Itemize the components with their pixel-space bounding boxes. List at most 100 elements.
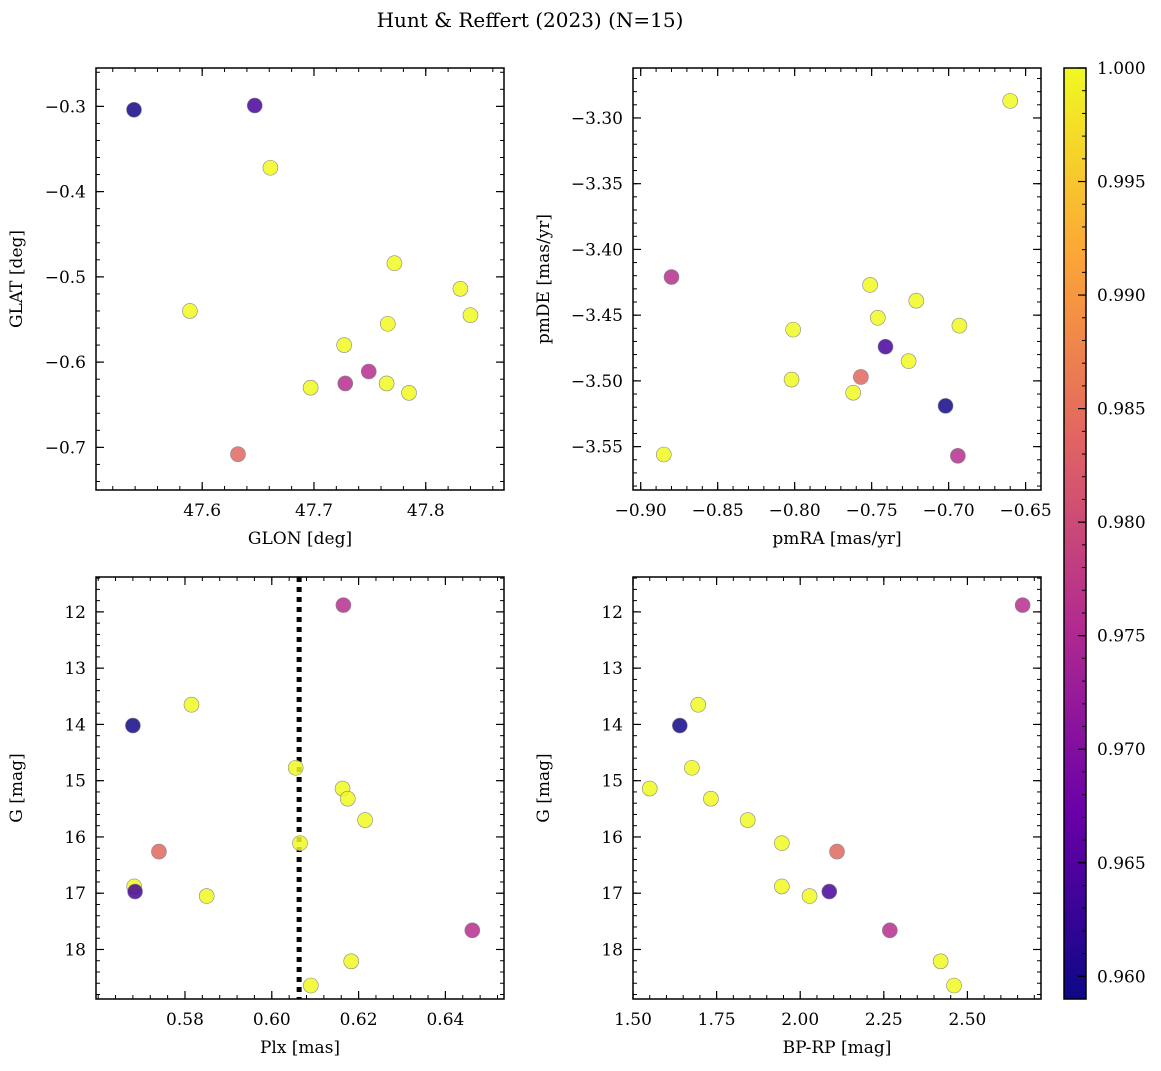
y-tick-label: 15 xyxy=(601,772,623,792)
minor-ticks xyxy=(632,577,1041,999)
y-tick-label: 17 xyxy=(64,884,86,904)
y-tick-label: 14 xyxy=(601,715,623,735)
x-tick-label: −0.80 xyxy=(769,501,821,521)
axes-frame xyxy=(632,67,1042,491)
panel-2: −0.90 −0.85 −0.80 −0.75 −0.70 −0.65 −3.30 −3.35… xyxy=(534,67,1052,549)
data-point xyxy=(336,337,352,353)
colorbar-tick-label: 0.970 xyxy=(1097,740,1146,760)
data-point xyxy=(151,843,167,860)
colorbar-tick-label: 0.990 xyxy=(1097,286,1146,306)
colorbar-tick-label: 0.960 xyxy=(1097,967,1146,987)
scatter-points xyxy=(125,597,481,994)
data-point xyxy=(908,292,925,309)
scatter-points xyxy=(641,597,1031,994)
data-point xyxy=(125,717,141,734)
data-point xyxy=(230,446,246,462)
x-tick-label: 47.8 xyxy=(407,501,445,521)
data-point xyxy=(877,338,894,355)
panels: 47.6 47.7 47.8 −0.3 −0.4 −0.5 −0.6 −0.7 GLON [de… xyxy=(7,67,1052,1058)
minor-ticks xyxy=(96,68,504,490)
data-point xyxy=(862,277,878,293)
x-tick-label: −0.90 xyxy=(615,501,667,521)
data-point xyxy=(1002,93,1019,109)
y-axis-label: G [mag] xyxy=(534,753,554,822)
data-point xyxy=(246,97,263,114)
data-point xyxy=(690,696,707,713)
x-axis-label: Plx [mas] xyxy=(260,1038,340,1058)
x-axis-label: pmRA [mas/yr] xyxy=(772,529,901,549)
data-point xyxy=(379,315,396,332)
x-axis-label: GLON [deg] xyxy=(248,529,352,549)
data-point xyxy=(182,303,198,319)
y-tick-label: −0.3 xyxy=(45,97,86,117)
y-tick-label: 12 xyxy=(64,603,86,623)
y-tick-label: 16 xyxy=(64,828,86,848)
panel-4: 1.50 1.75 2.00 2.25 2.50 12 13 14 15 16 17 18 BP-RP … xyxy=(534,576,1042,1058)
y-tick-label: 12 xyxy=(601,603,623,623)
data-point xyxy=(785,321,801,338)
data-point xyxy=(292,835,308,851)
y-tick-label: −3.40 xyxy=(571,240,623,260)
data-point xyxy=(360,363,377,380)
colorbar-tick-label: 1.000 xyxy=(1097,59,1146,79)
data-point xyxy=(641,780,658,797)
y-tick-label: 17 xyxy=(601,884,623,904)
data-point xyxy=(343,953,360,970)
y-tick-label: −3.35 xyxy=(571,175,623,195)
x-tick-label: 0.58 xyxy=(166,1010,204,1030)
data-point xyxy=(684,759,700,776)
scatter-points xyxy=(126,97,479,462)
y-tick-label: −0.4 xyxy=(45,183,86,203)
data-point xyxy=(951,317,968,334)
y-axis-label: pmDE [mas/yr] xyxy=(534,214,554,344)
data-point xyxy=(262,159,279,176)
data-point xyxy=(672,717,688,734)
data-point xyxy=(821,883,838,900)
colorbar-tick-label: 0.975 xyxy=(1097,627,1146,647)
data-point xyxy=(183,696,200,713)
data-point xyxy=(801,888,818,904)
y-tick-label: −0.5 xyxy=(45,268,86,288)
data-point xyxy=(853,369,869,385)
data-point xyxy=(869,309,886,326)
figure-title: Hunt & Reffert (2023) (N=15) xyxy=(377,8,684,32)
y-tick-label: −3.45 xyxy=(571,306,623,326)
colorbar-tick-label: 0.995 xyxy=(1097,173,1146,193)
x-tick-label: 0.60 xyxy=(253,1010,291,1030)
data-point xyxy=(829,843,845,860)
y-tick-label: 13 xyxy=(64,659,86,679)
y-axis-label: GLAT [deg] xyxy=(7,230,27,328)
colorbar-tick-label: 0.965 xyxy=(1097,854,1146,874)
data-point xyxy=(774,835,790,851)
data-point xyxy=(401,385,417,401)
data-point xyxy=(302,379,319,396)
data-point xyxy=(900,353,917,369)
x-tick-label: −0.65 xyxy=(1000,501,1052,521)
data-point xyxy=(739,812,756,828)
y-tick-label: 16 xyxy=(601,828,623,848)
scatter-points xyxy=(655,93,1019,464)
y-tick-label: −0.6 xyxy=(45,353,86,373)
y-tick-label: 15 xyxy=(64,772,86,792)
x-tick-label: 1.75 xyxy=(698,1010,736,1030)
data-point xyxy=(337,375,354,392)
data-point xyxy=(287,759,304,776)
x-tick-label: 2.50 xyxy=(948,1010,986,1030)
y-tick-label: −3.50 xyxy=(571,372,623,392)
data-point xyxy=(845,384,861,401)
data-point xyxy=(303,977,319,994)
y-tick-label: −0.7 xyxy=(45,438,86,458)
data-point xyxy=(703,790,719,807)
colorbar-gradient xyxy=(1063,67,1087,1000)
data-point xyxy=(378,375,395,392)
data-point xyxy=(946,977,962,994)
data-point xyxy=(783,371,800,388)
colorbar-tick-label: 0.985 xyxy=(1097,400,1146,420)
y-axis-label: G [mag] xyxy=(7,753,27,822)
axes-frame xyxy=(95,67,505,491)
panel-1: 47.6 47.7 47.8 −0.3 −0.4 −0.5 −0.6 −0.7 GLON [de… xyxy=(7,67,505,549)
x-tick-label: 2.25 xyxy=(865,1010,903,1030)
x-tick-label: −0.85 xyxy=(692,501,744,521)
panel-3: 0.58 0.60 0.62 0.64 12 13 14 15 16 17 18 Plx [mas] G… xyxy=(7,576,505,1058)
data-point xyxy=(932,953,949,970)
